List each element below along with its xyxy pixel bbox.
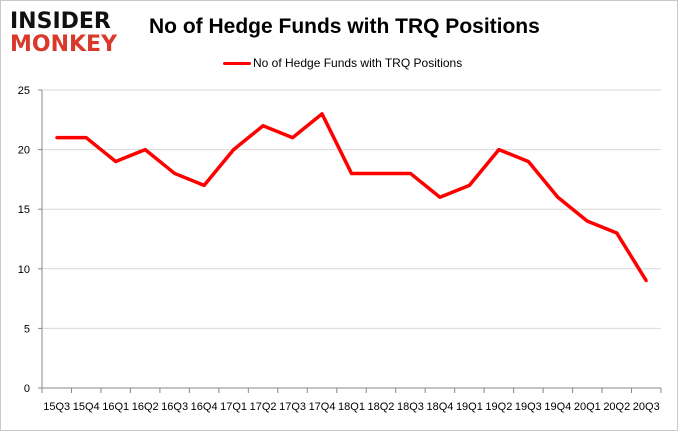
x-tick-label: 18Q2 (368, 401, 395, 413)
x-tick-label: 20Q1 (574, 401, 601, 413)
legend-label: No of Hedge Funds with TRQ Positions (253, 56, 463, 70)
data-point (261, 124, 265, 128)
data-point (55, 136, 59, 140)
x-tick-label: 15Q4 (73, 401, 100, 413)
x-tick-label: 16Q4 (191, 401, 218, 413)
x-tick-label: 18Q1 (338, 401, 365, 413)
y-tick-label: 25 (18, 85, 30, 97)
x-tick-label: 18Q3 (397, 401, 424, 413)
x-tick-label: 19Q4 (544, 401, 571, 413)
x-tick-label: 20Q3 (633, 401, 660, 413)
data-point (644, 279, 648, 283)
x-tick-label: 16Q2 (132, 401, 159, 413)
data-point (320, 112, 324, 116)
data-point (350, 171, 353, 175)
x-tick-label: 20Q2 (603, 401, 630, 413)
data-point (202, 183, 206, 187)
data-point (291, 136, 295, 140)
x-tick-label: 19Q1 (456, 401, 483, 413)
legend-swatch (223, 61, 251, 65)
data-point (143, 148, 147, 152)
data-point (84, 136, 88, 140)
data-point (497, 148, 501, 152)
data-point (585, 219, 589, 223)
x-tick-label: 17Q4 (309, 401, 336, 413)
data-point (232, 148, 236, 152)
data-point (408, 171, 412, 175)
logo-line2: MONKEY (10, 32, 118, 57)
x-tick-label: 16Q3 (161, 401, 188, 413)
x-tick-label: 17Q3 (279, 401, 306, 413)
x-tick-label: 17Q2 (250, 401, 277, 413)
logo-line1: INSIDER (10, 9, 111, 34)
data-point (467, 183, 471, 187)
y-tick-label: 15 (18, 204, 30, 216)
data-point (379, 171, 383, 175)
x-tick-label: 17Q1 (220, 401, 247, 413)
legend: No of Hedge Funds with TRQ Positions (223, 56, 462, 70)
insider-monkey-logo: INSIDER MONKEY (10, 9, 128, 57)
data-point (114, 160, 118, 164)
y-tick-label: 20 (18, 145, 30, 157)
y-tick-label: 10 (18, 264, 30, 276)
data-point (615, 231, 619, 235)
chart-title: No of Hedge Funds with TRQ Positions (149, 15, 540, 38)
data-point (438, 195, 442, 199)
x-tick-label: 16Q1 (102, 401, 129, 413)
data-point (556, 195, 560, 199)
x-tick-label: 19Q2 (485, 401, 512, 413)
x-tick-label: 18Q4 (426, 401, 453, 413)
y-tick-label: 0 (24, 383, 30, 395)
data-point (173, 171, 177, 175)
x-tick-label: 19Q3 (515, 401, 542, 413)
data-point (526, 160, 530, 164)
x-tick-label: 15Q3 (43, 401, 70, 413)
y-tick-label: 5 (24, 323, 30, 335)
